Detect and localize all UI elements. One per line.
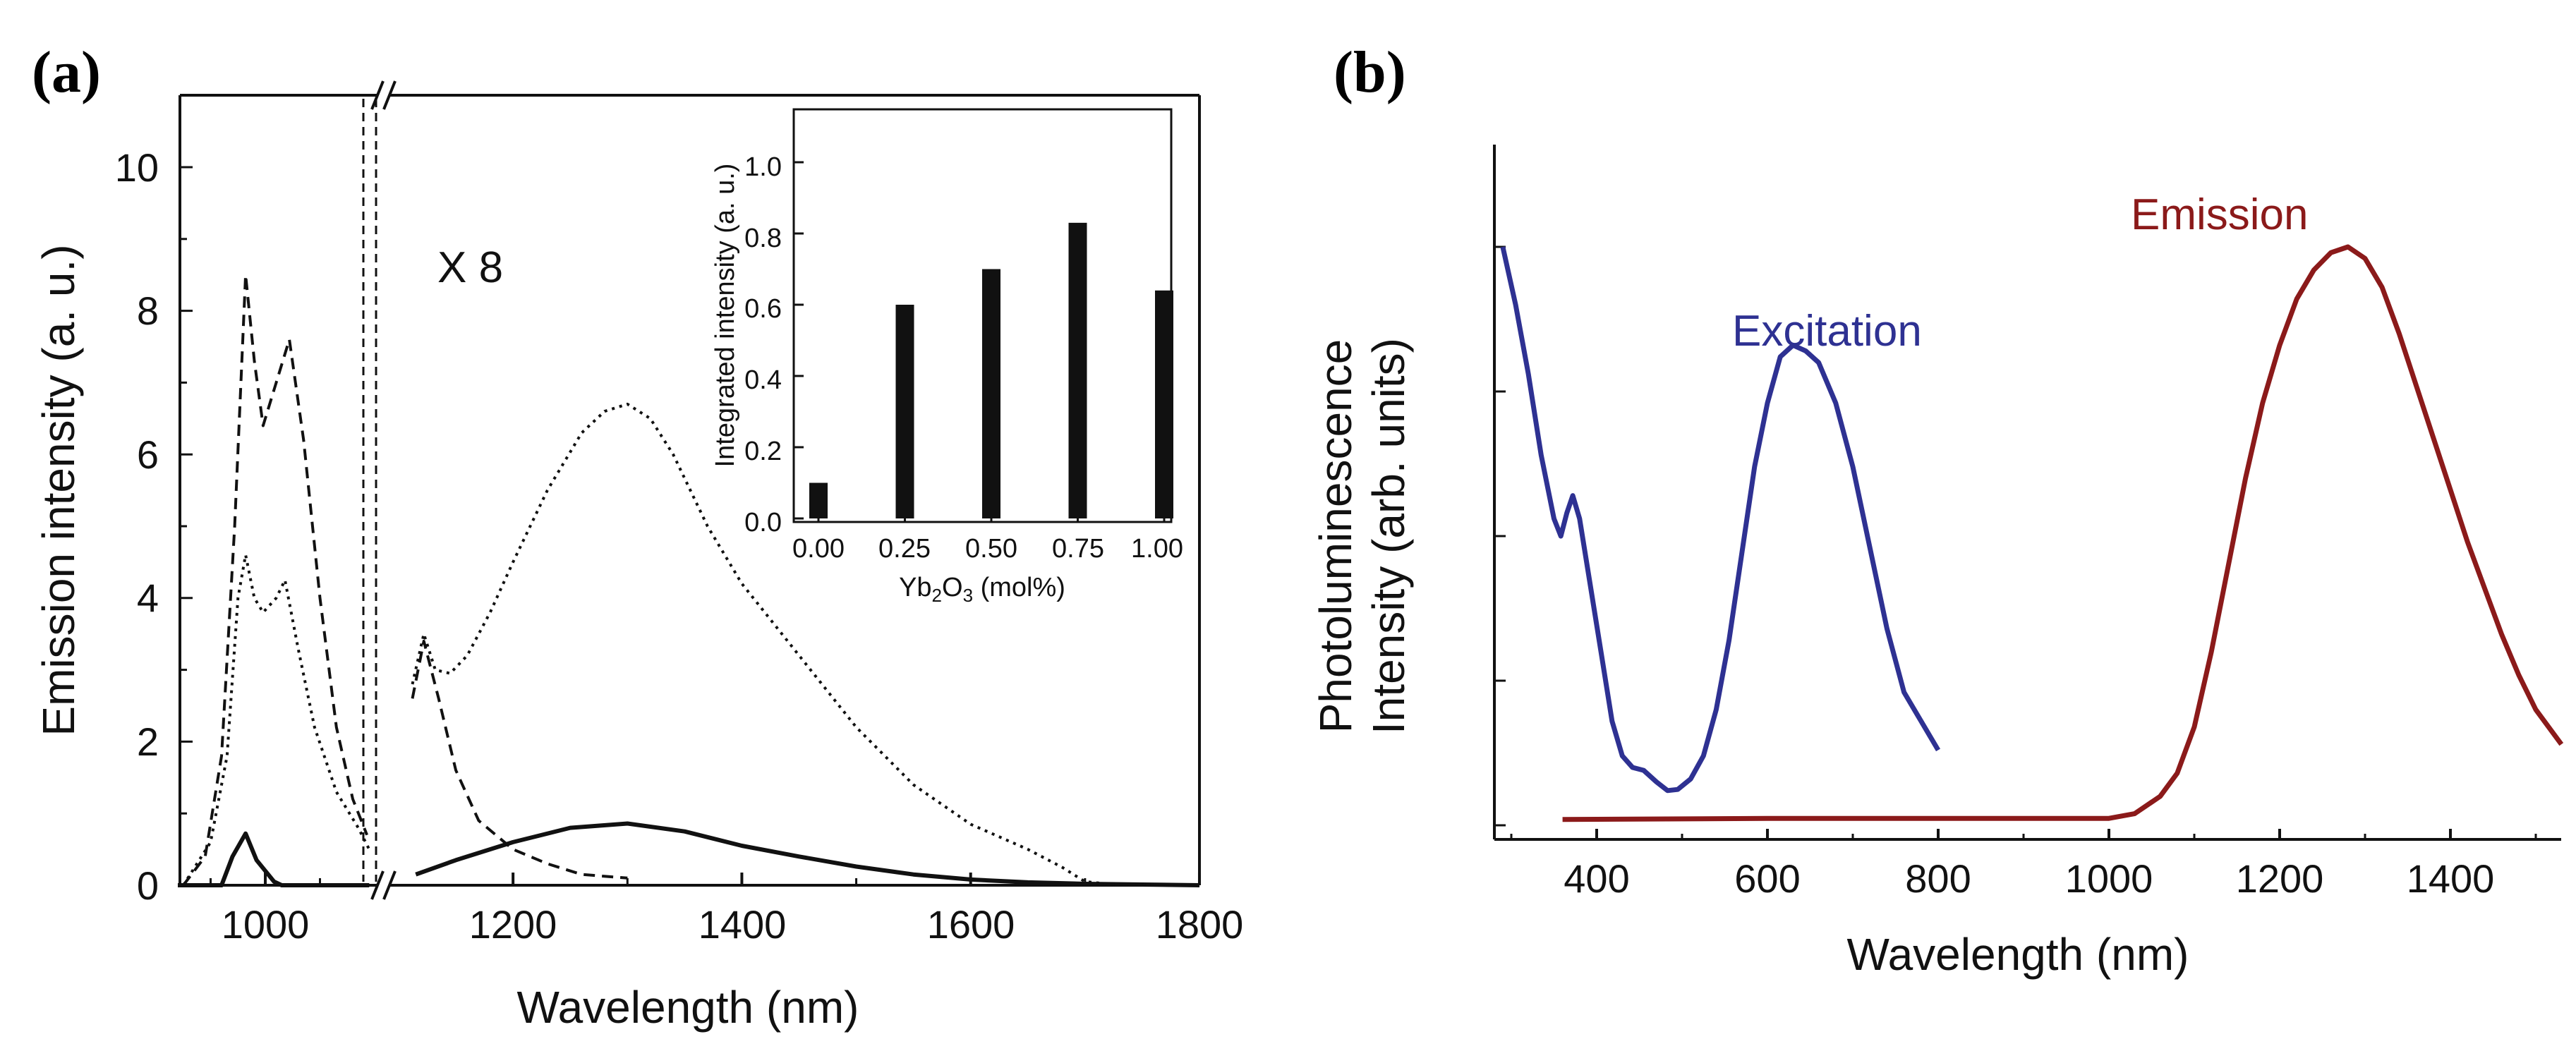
panel-b-chart: 400 600 800 1000 1200 1400 Wavelength (n… [1310, 145, 2564, 980]
inset-y-axis-title: Integrated intensity (a. u.) [710, 164, 740, 468]
series-dashed-left [182, 273, 368, 887]
inset-xtick-label: 0.00 [792, 534, 845, 564]
a-ytick-label: 0 [137, 863, 159, 908]
a-xtick-label: 1200 [469, 902, 557, 947]
b-xtick-label: 800 [1905, 856, 1971, 901]
inset-ytick-label: 1.0 [744, 152, 782, 182]
series-solid-right [415, 821, 1200, 887]
panel-b-axes [1493, 145, 2561, 841]
b-x-axis-title: Wavelength (nm) [1847, 929, 2189, 980]
inset-x-axis-title: Yb2O3 (mol%) [899, 573, 1065, 606]
series-solid-left [178, 831, 370, 887]
a-ytick-label: 4 [137, 576, 159, 620]
inset-xtick-label: 0.50 [965, 534, 1017, 564]
a-ytick-label: 2 [137, 719, 159, 764]
b-xtick-label: 600 [1734, 856, 1800, 901]
inset-ytick-label: 0.4 [744, 365, 782, 395]
inset-bar [1068, 222, 1087, 518]
panel-b-series [1500, 244, 2564, 822]
a-x-axis-title: Wavelength (nm) [517, 982, 859, 1033]
b-xtick-label: 1400 [2407, 856, 2495, 901]
a-scale-annotation: X 8 [437, 243, 503, 292]
inset-ytick-label: 0.2 [744, 437, 782, 466]
a-xtick-label: 1600 [927, 902, 1015, 947]
inset-bars [809, 222, 1173, 518]
excitation-label: Excitation [1732, 307, 1922, 356]
panel-a-chart: 1000 1200 1400 1600 1800 0 2 4 6 8 10 Wa… [33, 80, 1244, 1033]
b-xtick-label: 400 [1564, 856, 1629, 901]
panel-b-ticks [1494, 245, 2537, 839]
b-y-axis-title-line2: Intensity (arb. units) [1363, 338, 1414, 734]
inset-bar [895, 305, 914, 518]
axis-break-marks [370, 80, 397, 900]
series-emission [1562, 244, 2564, 822]
inset-xtick-label: 0.75 [1052, 534, 1104, 564]
series-dashed-right [411, 639, 628, 880]
a-ytick-label: 10 [115, 145, 159, 190]
emission-label: Emission [2131, 190, 2309, 239]
panel-a-label: (a) [32, 40, 101, 105]
inset-bar [982, 269, 1000, 518]
a-xtick-label: 1800 [1156, 902, 1244, 947]
b-y-axis-title-line1: Photoluminescence [1310, 339, 1361, 734]
inset-ytick-label: 0.8 [744, 224, 782, 253]
inset-ytick-label: 0.0 [744, 508, 782, 537]
inset-bar-chart: 0.00 0.25 0.50 0.75 1.00 0.0 0.2 0.4 0.6… [710, 108, 1183, 606]
a-xtick-label: 1400 [699, 902, 787, 947]
b-xtick-label: 1000 [2065, 856, 2153, 901]
panel-b-label: (b) [1334, 40, 1406, 105]
inset-xtick-label: 1.00 [1131, 534, 1183, 564]
a-xtick-label: 1000 [222, 902, 310, 947]
a-ytick-label: 6 [137, 432, 159, 477]
b-xtick-label: 1200 [2236, 856, 2324, 901]
series-dotted-left [182, 553, 371, 887]
series-excitation [1500, 246, 1941, 794]
inset-bar [809, 482, 828, 518]
panel-a-axes-frame [179, 94, 1201, 887]
inset-bar [1155, 290, 1173, 518]
inset-xtick-label: 0.25 [878, 534, 931, 564]
a-y-axis-title: Emission intensity (a. u.) [33, 244, 84, 736]
series-dotted-right [411, 402, 1200, 887]
inset-ytick-label: 0.6 [744, 294, 782, 324]
panel-a-series [178, 273, 1200, 887]
a-ytick-label: 8 [137, 288, 159, 333]
